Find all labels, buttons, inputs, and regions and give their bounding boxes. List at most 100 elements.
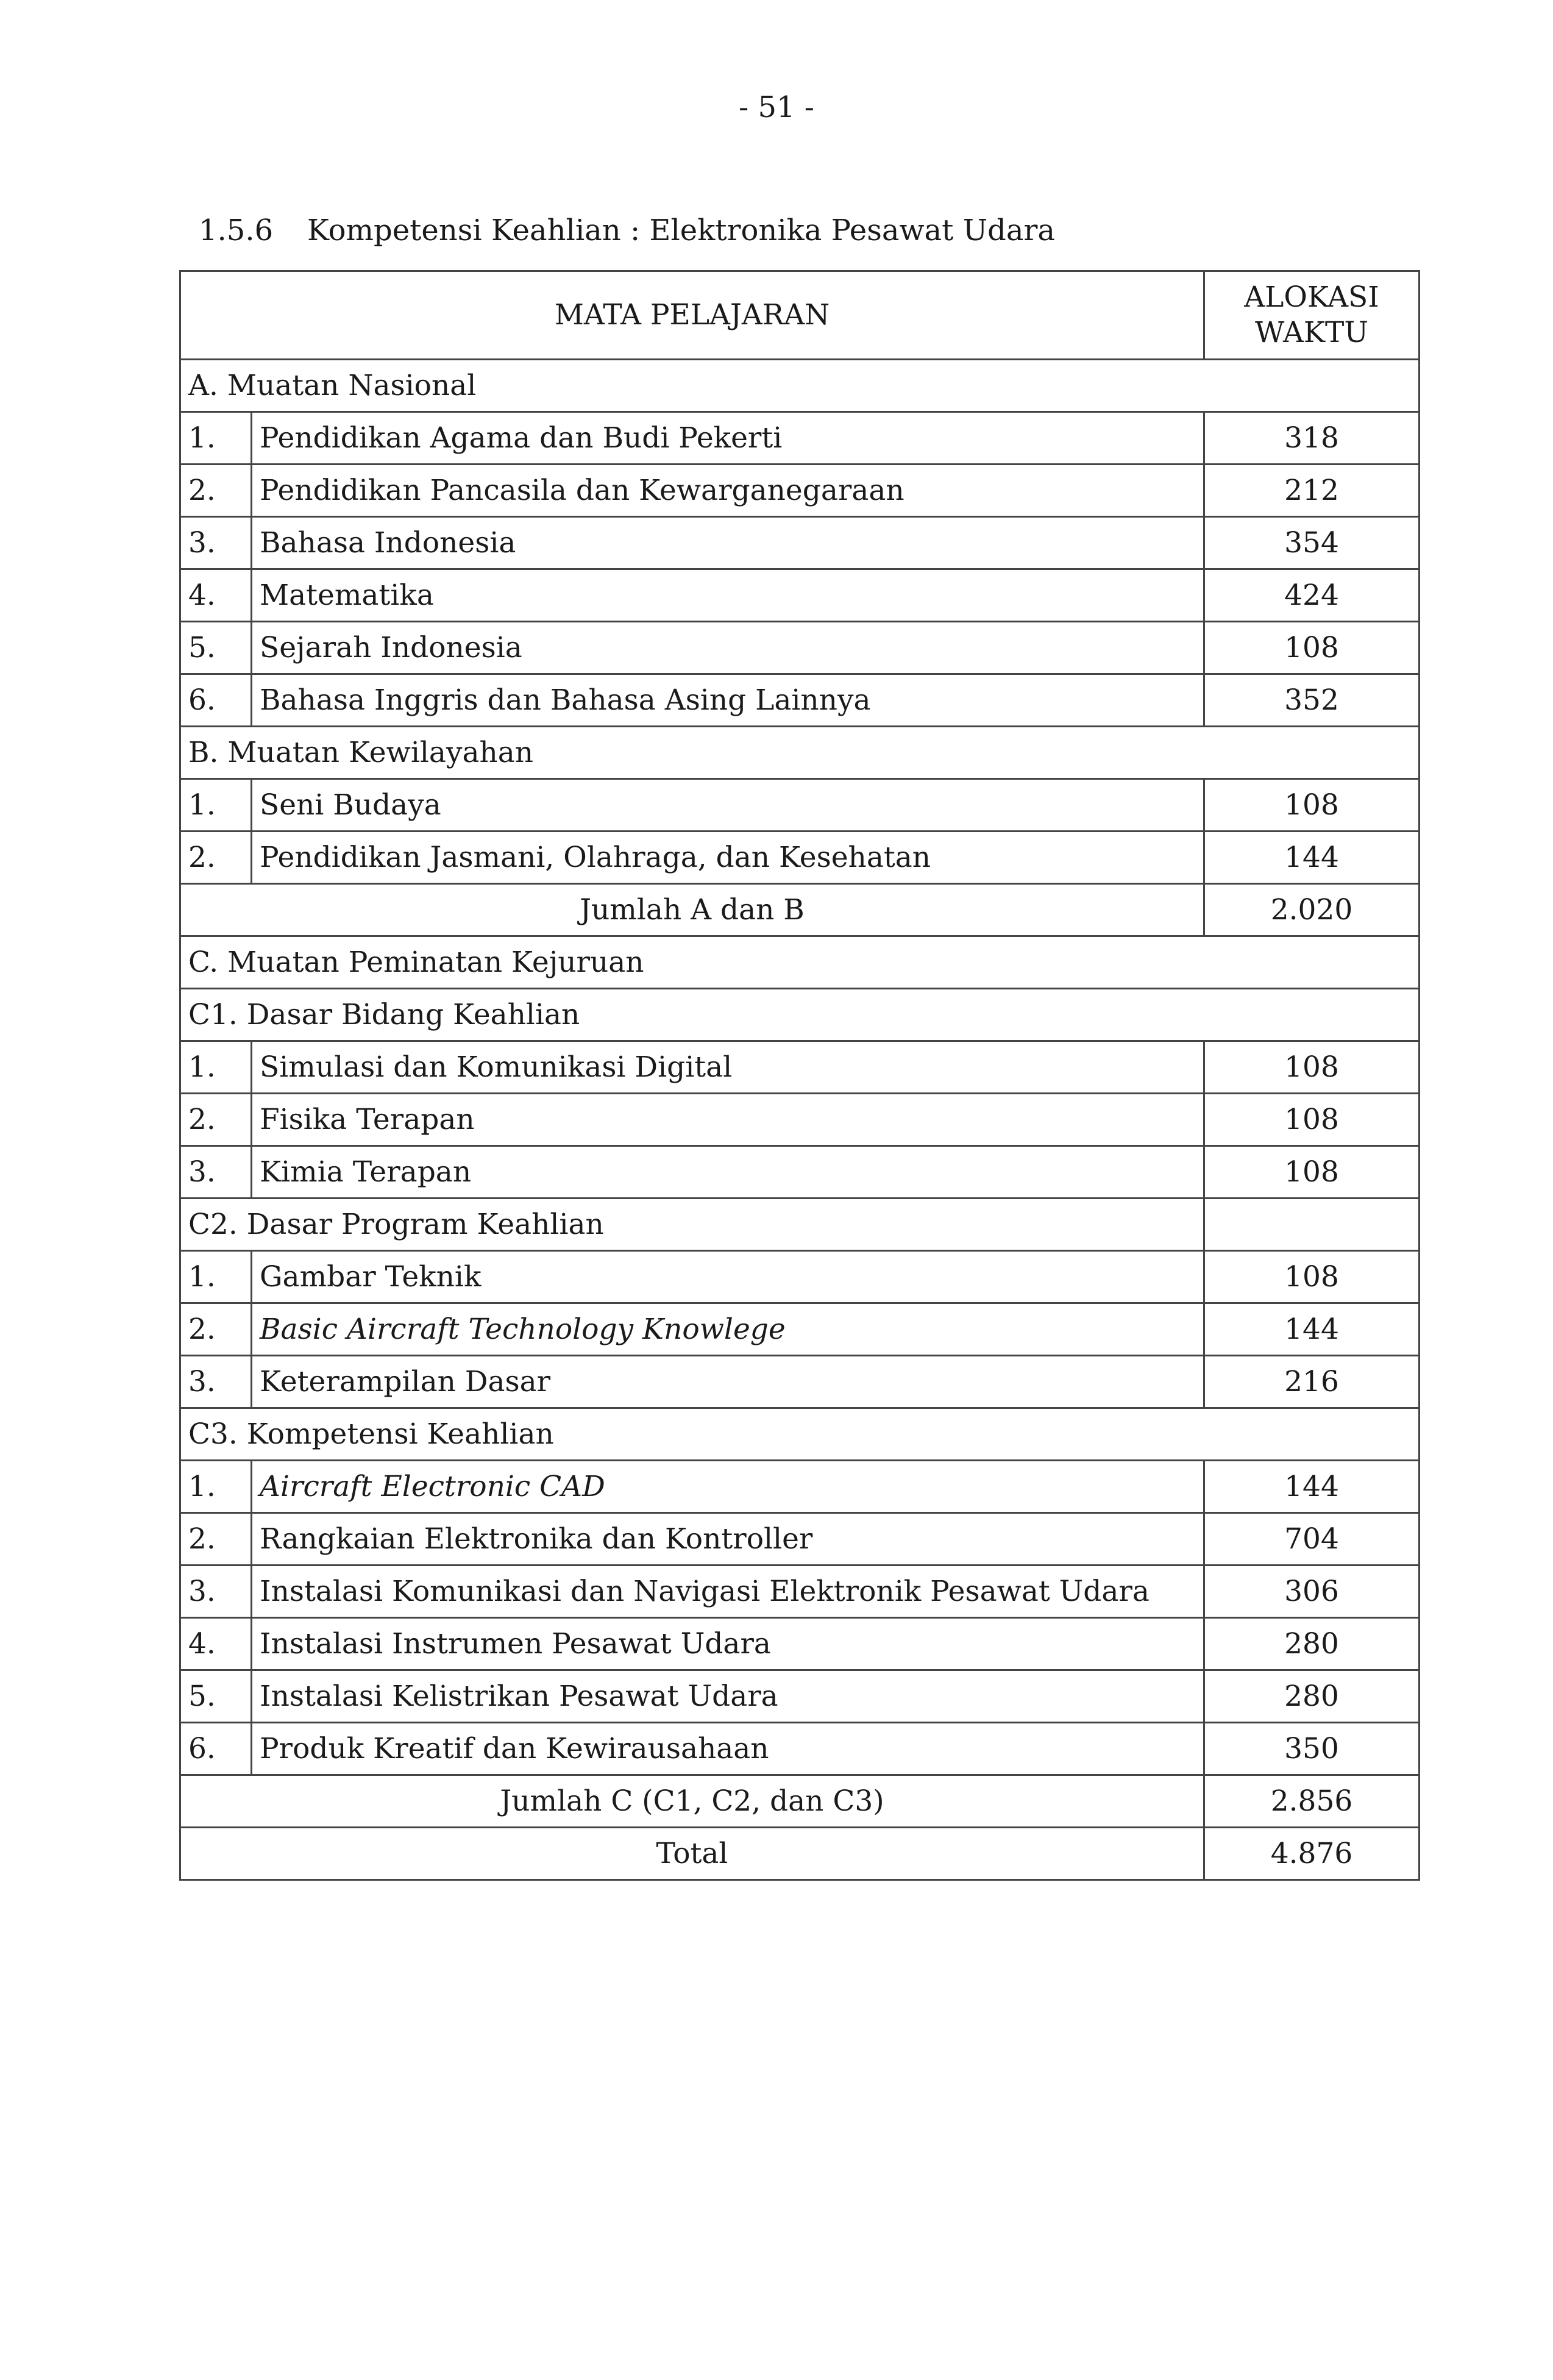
header-subject: MATA PELAJARAN (179, 270, 1205, 360)
section-number: 1.5.6 (199, 213, 274, 248)
table-row: 2. Fisika Terapan 108 (179, 1092, 1420, 1147)
table-row: 3. Instalasi Komunikasi dan Navigasi Elek… (179, 1564, 1420, 1619)
row-number: 1. (179, 1040, 252, 1094)
time-allocation: 108 (1203, 1145, 1420, 1199)
subject-name: Simulasi dan Komunikasi Digital (251, 1040, 1205, 1094)
row-number: 2. (179, 1092, 252, 1147)
row-number: 4. (179, 1617, 252, 1671)
row-number: 3. (179, 1355, 252, 1409)
subject-name: Rangkaian Elektronika dan Kontroller (251, 1512, 1205, 1566)
time-allocation: 144 (1203, 830, 1420, 885)
page-number: - 51 - (738, 90, 815, 124)
table-row: 2. Rangkaian Elektronika dan Kontroller 70… (179, 1512, 1420, 1566)
empty-cell (1203, 1197, 1420, 1252)
time-allocation: 212 (1203, 463, 1420, 518)
time-allocation: 306 (1203, 1564, 1420, 1619)
section-label: A. Muatan Nasional (179, 358, 1420, 413)
total-value: 4.876 (1203, 1826, 1420, 1881)
subject-name: Matematika (251, 568, 1205, 622)
table-row: 2. Pendidikan Jasmani, Olahraga, dan Kese… (179, 830, 1420, 885)
time-allocation: 318 (1203, 411, 1420, 465)
row-number: 1. (179, 778, 252, 832)
row-number: 1. (179, 411, 252, 465)
table-row: 1. Pendidikan Agama dan Budi Pekerti 318 (179, 411, 1420, 465)
total-row: Jumlah C (C1, C2, dan C3) 2.856 (179, 1774, 1420, 1828)
table-row: 2. Pendidikan Pancasila dan Kewarganegara… (179, 463, 1420, 518)
time-allocation: 216 (1203, 1355, 1420, 1409)
row-number: 3. (179, 1145, 252, 1199)
total-value: 2.020 (1203, 883, 1420, 937)
total-row: Jumlah A dan B 2.020 (179, 883, 1420, 937)
row-number: 6. (179, 673, 252, 727)
time-allocation: 354 (1203, 516, 1420, 570)
subject-name: Pendidikan Agama dan Budi Pekerti (251, 411, 1205, 465)
table-row: 5. Sejarah Indonesia 108 (179, 621, 1420, 675)
subject-name: Fisika Terapan (251, 1092, 1205, 1147)
row-number: 2. (179, 830, 252, 885)
row-number: 1. (179, 1459, 252, 1514)
time-allocation: 108 (1203, 1250, 1420, 1304)
subject-name: Produk Kreatif dan Kewirausahaan (251, 1722, 1205, 1776)
time-allocation: 350 (1203, 1722, 1420, 1776)
table-row: 3. Keterampilan Dasar 216 (179, 1355, 1420, 1409)
time-allocation: 108 (1203, 1040, 1420, 1094)
subject-name: Keterampilan Dasar (251, 1355, 1205, 1409)
subject-name: Instalasi Komunikasi dan Navigasi Elektr… (251, 1564, 1205, 1619)
section-row: A. Muatan Nasional (179, 358, 1420, 413)
section-row: C. Muatan Peminatan Kejuruan (179, 935, 1420, 989)
total-row: Total 4.876 (179, 1826, 1420, 1881)
subject-name: Pendidikan Jasmani, Olahraga, dan Keseha… (251, 830, 1205, 885)
subject-name: Gambar Teknik (251, 1250, 1205, 1304)
section-row: B. Muatan Kewilayahan (179, 725, 1420, 780)
section-heading: 1.5.6 Kompetensi Keahlian : Elektronika P… (199, 213, 1055, 248)
table-row: 1. Aircraft Electronic CAD 144 (179, 1459, 1420, 1514)
row-number: 5. (179, 621, 252, 675)
time-allocation: 108 (1203, 621, 1420, 675)
row-number: 2. (179, 1512, 252, 1566)
row-number: 5. (179, 1669, 252, 1723)
row-number: 1. (179, 1250, 252, 1304)
section-label: B. Muatan Kewilayahan (179, 725, 1420, 780)
table-row: 6. Bahasa Inggris dan Bahasa Asing Lainny… (179, 673, 1420, 727)
subject-name: Kimia Terapan (251, 1145, 1205, 1199)
subject-name: Instalasi Instrumen Pesawat Udara (251, 1617, 1205, 1671)
total-label: Jumlah C (C1, C2, dan C3) (179, 1774, 1205, 1828)
table-header-row: MATA PELAJARAN ALOKASI WAKTU (179, 270, 1420, 360)
row-number: 4. (179, 568, 252, 622)
table-row: 4. Instalasi Instrumen Pesawat Udara 280 (179, 1617, 1420, 1671)
section-row: C2. Dasar Program Keahlian (179, 1197, 1420, 1252)
table-row: 3. Bahasa Indonesia 354 (179, 516, 1420, 570)
total-label: Total (179, 1826, 1205, 1881)
table-row: 3. Kimia Terapan 108 (179, 1145, 1420, 1199)
subject-name: Aircraft Electronic CAD (251, 1459, 1205, 1514)
row-number: 6. (179, 1722, 252, 1776)
section-label: C. Muatan Peminatan Kejuruan (179, 935, 1420, 989)
section-row: C3. Kompetensi Keahlian (179, 1407, 1420, 1461)
header-time: ALOKASI WAKTU (1203, 270, 1420, 360)
row-number: 3. (179, 516, 252, 570)
curriculum-table: MATA PELAJARAN ALOKASI WAKTU A. Muatan Na… (179, 270, 1420, 1881)
time-allocation: 144 (1203, 1459, 1420, 1514)
table-row: 6. Produk Kreatif dan Kewirausahaan 350 (179, 1722, 1420, 1776)
table-row: 4. Matematika 424 (179, 568, 1420, 622)
section-label: C3. Kompetensi Keahlian (179, 1407, 1420, 1461)
time-allocation: 108 (1203, 1092, 1420, 1147)
table-row: 1. Simulasi dan Komunikasi Digital 108 (179, 1040, 1420, 1094)
time-allocation: 108 (1203, 778, 1420, 832)
time-allocation: 280 (1203, 1669, 1420, 1723)
subject-name: Pendidikan Pancasila dan Kewarganegaraan (251, 463, 1205, 518)
subject-name: Bahasa Indonesia (251, 516, 1205, 570)
row-number: 2. (179, 1302, 252, 1356)
subject-name: Sejarah Indonesia (251, 621, 1205, 675)
total-value: 2.856 (1203, 1774, 1420, 1828)
section-title: Kompetensi Keahlian : Elektronika Pesawa… (307, 213, 1056, 248)
header-time-line1: ALOKASI (1244, 280, 1379, 314)
table-row: 1. Seni Budaya 108 (179, 778, 1420, 832)
time-allocation: 704 (1203, 1512, 1420, 1566)
subject-name: Basic Aircraft Technology Knowlege (251, 1302, 1205, 1356)
time-allocation: 280 (1203, 1617, 1420, 1671)
subject-name: Seni Budaya (251, 778, 1205, 832)
section-label: C1. Dasar Bidang Keahlian (179, 988, 1420, 1042)
section-row: C1. Dasar Bidang Keahlian (179, 988, 1420, 1042)
time-allocation: 352 (1203, 673, 1420, 727)
